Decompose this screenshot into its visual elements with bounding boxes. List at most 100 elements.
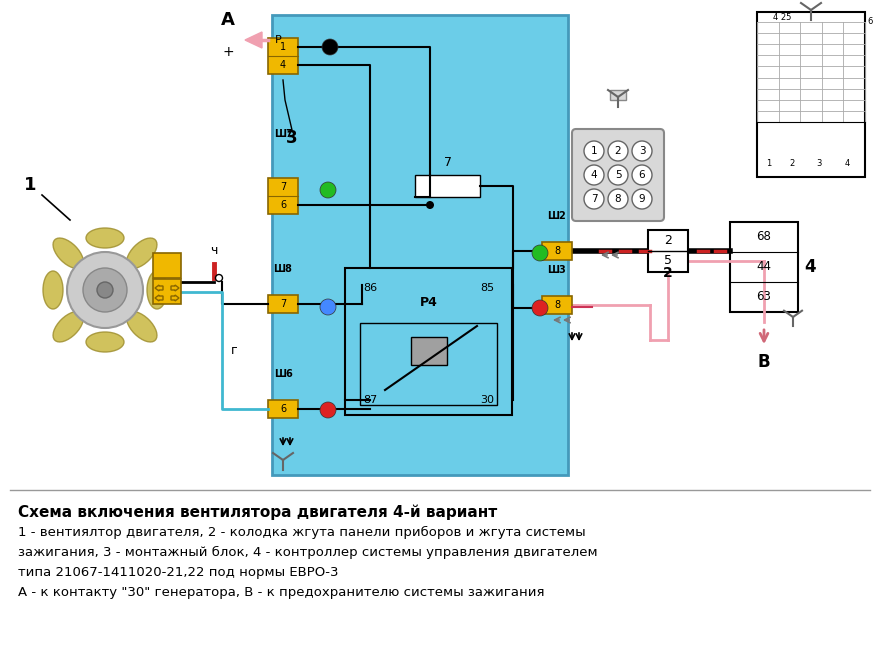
Text: ч: ч: [210, 243, 217, 257]
Text: Ш6: Ш6: [274, 369, 292, 379]
Text: 9: 9: [639, 194, 645, 204]
FancyArrow shape: [155, 295, 163, 301]
Text: 85: 85: [480, 283, 494, 293]
Text: 6: 6: [639, 170, 645, 180]
Ellipse shape: [53, 312, 84, 342]
Text: Ш3: Ш3: [547, 265, 567, 275]
Circle shape: [584, 189, 604, 209]
FancyBboxPatch shape: [572, 129, 664, 221]
Bar: [268, 400, 298, 418]
Text: 8: 8: [554, 300, 560, 310]
Text: Р4: Р4: [420, 297, 437, 310]
Circle shape: [532, 300, 548, 316]
Bar: [542, 242, 572, 260]
Ellipse shape: [147, 271, 167, 309]
Bar: [345, 268, 512, 415]
Text: 5: 5: [615, 170, 621, 180]
Bar: [542, 296, 572, 314]
Circle shape: [584, 165, 604, 185]
Circle shape: [426, 201, 434, 209]
Circle shape: [320, 402, 336, 418]
Circle shape: [216, 275, 223, 281]
Text: 68: 68: [757, 230, 772, 243]
Bar: [610, 90, 626, 100]
Text: 1: 1: [24, 176, 36, 194]
Text: 5: 5: [664, 255, 672, 267]
Ellipse shape: [86, 228, 124, 248]
Text: 8: 8: [615, 194, 621, 204]
Circle shape: [97, 282, 113, 298]
FancyArrow shape: [171, 285, 179, 291]
Text: Р: Р: [275, 35, 282, 45]
Text: 1: 1: [766, 159, 772, 168]
Text: 6: 6: [280, 200, 286, 210]
Text: 4: 4: [280, 60, 286, 70]
Bar: [757, 12, 865, 177]
Circle shape: [320, 182, 336, 198]
Text: 2: 2: [664, 234, 672, 247]
Text: 7: 7: [280, 299, 286, 309]
Bar: [268, 178, 298, 214]
Bar: [153, 279, 181, 304]
Text: 1: 1: [590, 146, 598, 156]
Polygon shape: [245, 32, 262, 48]
Ellipse shape: [127, 312, 157, 342]
Bar: [272, 15, 568, 475]
Text: А - к контакту "30" генератора, В - к предохранителю системы зажигания: А - к контакту "30" генератора, В - к пр…: [18, 586, 545, 599]
Bar: [268, 38, 298, 74]
Circle shape: [632, 165, 652, 185]
Circle shape: [608, 189, 628, 209]
Text: 4 25: 4 25: [773, 13, 791, 23]
Bar: [153, 253, 181, 278]
Text: 2: 2: [664, 266, 673, 280]
Text: 2: 2: [615, 146, 621, 156]
Circle shape: [608, 165, 628, 185]
Ellipse shape: [53, 238, 84, 269]
Text: 3: 3: [286, 129, 297, 147]
Text: 7: 7: [444, 157, 451, 170]
Text: 7: 7: [280, 182, 286, 192]
Circle shape: [320, 299, 336, 315]
Text: 4: 4: [804, 258, 816, 276]
Text: 63: 63: [757, 291, 772, 304]
Text: А: А: [221, 11, 235, 29]
Bar: [648, 230, 688, 272]
Text: 2sham.ru: 2sham.ru: [354, 291, 486, 319]
Text: 1 - вентиялтор двигателя, 2 - колодка жгута панели приборов и жгута системы: 1 - вентиялтор двигателя, 2 - колодка жг…: [18, 526, 585, 539]
Ellipse shape: [43, 271, 63, 309]
Bar: [415, 175, 480, 197]
Text: Ш8: Ш8: [274, 264, 292, 274]
Text: В: В: [758, 353, 770, 371]
Circle shape: [584, 141, 604, 161]
Circle shape: [632, 189, 652, 209]
Text: 44: 44: [757, 261, 772, 273]
Circle shape: [322, 39, 338, 55]
Text: типа 21067-1411020-21,22 под нормы ЕВРО-3: типа 21067-1411020-21,22 под нормы ЕВРО-…: [18, 566, 339, 579]
Text: 87: 87: [363, 395, 378, 405]
Text: 1: 1: [280, 42, 286, 52]
Bar: [410, 336, 446, 364]
Text: Схема включения вентилятора двигателя 4-й вариант: Схема включения вентилятора двигателя 4-…: [18, 504, 497, 519]
Text: зажигания, 3 - монтажный блок, 4 - контроллер системы управления двигателем: зажигания, 3 - монтажный блок, 4 - контр…: [18, 546, 598, 559]
Text: 6: 6: [280, 404, 286, 414]
Circle shape: [532, 245, 548, 261]
Text: 7: 7: [590, 194, 598, 204]
Text: 3: 3: [817, 159, 822, 168]
Text: 3: 3: [639, 146, 645, 156]
FancyArrow shape: [171, 295, 179, 301]
Text: 8: 8: [554, 246, 560, 256]
Text: Ш7: Ш7: [274, 129, 292, 139]
Text: +: +: [222, 45, 234, 59]
Circle shape: [608, 141, 628, 161]
Text: 30: 30: [480, 395, 494, 405]
FancyArrow shape: [155, 285, 163, 291]
Bar: [268, 295, 298, 313]
Circle shape: [632, 141, 652, 161]
Text: 2: 2: [789, 159, 795, 168]
Circle shape: [67, 252, 143, 328]
Text: Ш2: Ш2: [547, 211, 567, 221]
Text: 4: 4: [845, 159, 849, 168]
Text: г: г: [231, 344, 238, 356]
Text: 86: 86: [363, 283, 377, 293]
Text: 4: 4: [590, 170, 598, 180]
